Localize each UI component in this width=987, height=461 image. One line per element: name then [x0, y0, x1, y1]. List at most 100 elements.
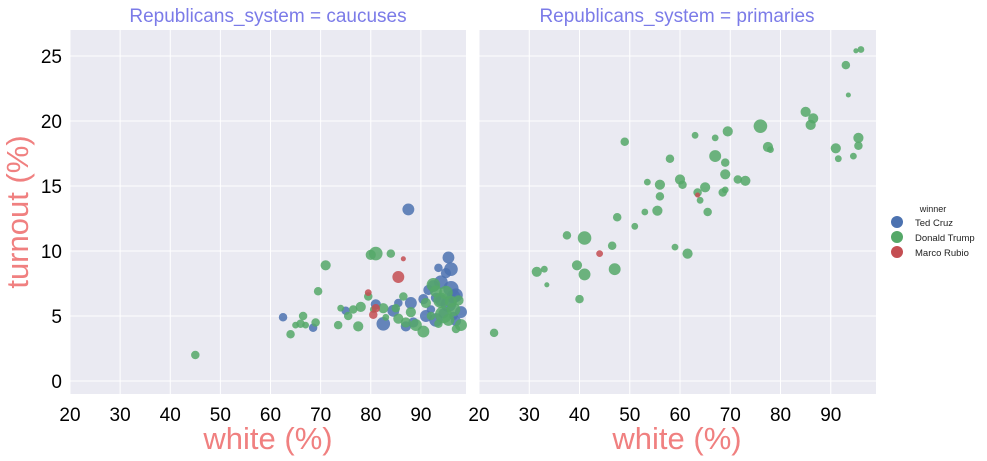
panel-primaries-x-axis-label: white (%) — [611, 421, 741, 456]
legend-entry-ted-cruz: Ted Cruz — [915, 218, 953, 229]
x-tick-label: 70 — [310, 405, 331, 426]
x-tick-label: 30 — [519, 405, 540, 426]
legend-entry-donald-trump: Donald Trump — [915, 233, 975, 244]
x-tick-label: 60 — [260, 405, 281, 426]
panel-caucuses-background — [70, 30, 466, 394]
point-donald-trump — [378, 303, 389, 314]
point-donald-trump — [655, 192, 665, 201]
point-donald-trump — [665, 154, 675, 163]
point-donald-trump — [420, 297, 431, 309]
point-donald-trump — [393, 313, 404, 324]
point-donald-trump — [631, 222, 639, 230]
point-donald-trump — [709, 150, 722, 163]
y-tick-label: 25 — [41, 47, 62, 68]
point-donald-trump — [721, 186, 729, 194]
legend-marker-donald-trump — [891, 231, 903, 243]
panel-caucuses-title: Republicans_system = caucuses — [129, 6, 406, 27]
panel-primaries-grid — [478, 30, 876, 394]
panel-caucuses: Republicans_system = caucuses 20 30 40 50 60… — [0, 6, 467, 456]
point-ted-cruz — [442, 251, 455, 264]
point-donald-trump — [720, 169, 731, 180]
point-donald-trump — [544, 282, 550, 288]
x-tick-label: 40 — [569, 405, 590, 426]
y-axis-label: turnout (%) — [0, 135, 35, 288]
panel-primaries-x-tick-labels: 20 30 40 50 60 70 80 90 — [468, 405, 841, 426]
point-donald-trump — [453, 295, 464, 306]
point-ted-cruz — [404, 297, 417, 309]
point-donald-trump — [643, 178, 651, 186]
panel-primaries-title: Republicans_system = primaries — [539, 6, 814, 27]
point-donald-trump — [830, 143, 841, 154]
x-tick-label: 90 — [410, 405, 431, 426]
point-donald-trump — [426, 311, 436, 321]
x-tick-label: 20 — [59, 405, 80, 426]
point-donald-trump — [343, 311, 353, 321]
point-donald-trump — [575, 294, 584, 304]
point-donald-trump — [417, 325, 430, 338]
point-donald-trump — [302, 321, 309, 329]
x-tick-label: 70 — [720, 405, 741, 426]
point-donald-trump — [767, 146, 774, 154]
point-ted-cruz — [444, 262, 458, 277]
point-ted-cruz — [278, 313, 288, 322]
point-donald-trump — [353, 321, 364, 332]
point-donald-trump — [442, 313, 455, 326]
point-marco-rubio — [400, 256, 406, 262]
point-donald-trump — [391, 303, 401, 313]
point-donald-trump — [337, 304, 345, 312]
point-ted-cruz — [426, 305, 436, 314]
y-tick-label: 5 — [51, 307, 62, 328]
legend-entry-marco-rubio: Marco Rubio — [915, 248, 969, 259]
x-tick-label: 50 — [619, 405, 640, 426]
point-marco-rubio — [371, 303, 381, 313]
x-tick-label: 80 — [360, 405, 381, 426]
legend-marker-ted-cruz — [891, 216, 903, 228]
y-tick-label: 15 — [41, 177, 62, 198]
x-tick-label: 30 — [110, 405, 131, 426]
point-marco-rubio — [392, 271, 405, 283]
point-donald-trump — [720, 158, 730, 167]
point-donald-trump — [489, 328, 499, 338]
point-donald-trump — [853, 48, 859, 54]
point-donald-trump — [333, 320, 343, 330]
y-tick-label: 20 — [41, 112, 62, 133]
x-tick-label: 80 — [770, 405, 791, 426]
x-tick-label: 40 — [160, 405, 181, 426]
point-donald-trump — [845, 92, 851, 98]
point-donald-trump — [841, 60, 851, 70]
point-donald-trump — [455, 319, 467, 332]
point-donald-trump — [612, 212, 622, 222]
point-donald-trump — [607, 241, 617, 251]
x-tick-label: 60 — [669, 405, 690, 426]
point-donald-trump — [620, 137, 629, 147]
point-donald-trump — [733, 175, 743, 184]
point-donald-trump — [400, 317, 411, 328]
y-tick-label: 0 — [51, 372, 62, 393]
x-tick-label: 20 — [468, 405, 489, 426]
panel-caucuses-x-axis-label: white (%) — [202, 421, 332, 456]
point-donald-trump — [671, 243, 679, 251]
point-donald-trump — [531, 266, 542, 277]
point-donald-trump — [382, 313, 390, 321]
point-donald-trump — [298, 311, 308, 321]
point-donald-trump — [700, 182, 711, 193]
point-donald-trump — [608, 263, 621, 276]
point-donald-trump — [577, 231, 592, 245]
point-donald-trump — [320, 260, 331, 271]
point-donald-trump — [703, 207, 712, 217]
point-marco-rubio — [596, 250, 604, 257]
point-donald-trump — [854, 141, 863, 150]
point-donald-trump — [849, 152, 857, 160]
point-donald-trump — [311, 318, 320, 327]
point-donald-trump — [800, 106, 811, 117]
legend: winner Ted Cruz Donald Trump Marco Rubio — [891, 204, 975, 259]
point-donald-trump — [691, 131, 699, 139]
legend-marker-marco-rubio — [891, 246, 903, 258]
point-marco-rubio — [364, 289, 372, 296]
panel-primaries: Republicans_system = primaries 20 30 40 50 6… — [468, 6, 876, 456]
point-donald-trump — [857, 46, 865, 53]
point-donald-trump — [853, 132, 864, 143]
point-marco-rubio — [695, 192, 701, 198]
point-donald-trump — [696, 196, 704, 204]
